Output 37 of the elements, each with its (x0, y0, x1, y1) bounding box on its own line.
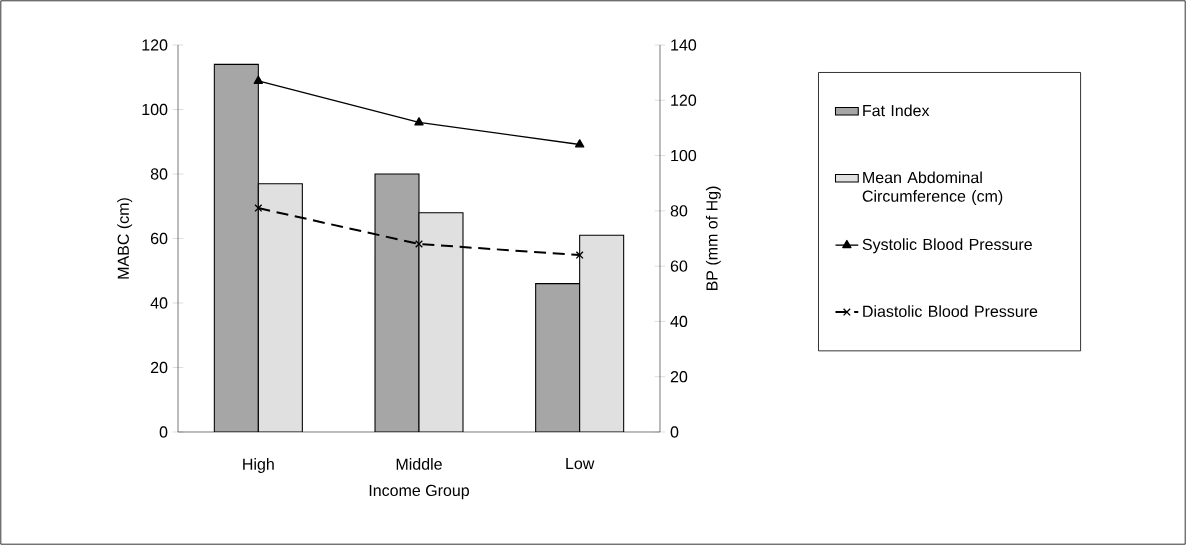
point (253, 75, 264, 84)
bar (535, 283, 581, 432)
bar (418, 212, 464, 432)
bar (579, 234, 625, 432)
y2-tick-label: 100 (671, 149, 697, 162)
y2-tick-label: 120 (671, 94, 697, 106)
x-tick-label: Low (566, 458, 595, 470)
y-tick-label: 0 (159, 426, 168, 438)
bar (213, 63, 259, 432)
y-tick-label: 100 (142, 103, 168, 116)
y-tick-label: 60 (150, 232, 168, 245)
y2-tick-label: 20 (670, 371, 688, 383)
y-tick-label: 40 (150, 297, 168, 309)
y2-tick-label: 140 (671, 39, 697, 51)
point (414, 117, 424, 126)
legend-label: Diastolic Blood Pressure (863, 305, 1038, 317)
point (575, 251, 584, 260)
y2-tick-label: 60 (670, 260, 688, 272)
legend-label: Systolic Blood Pressure (862, 238, 1032, 254)
point (415, 240, 423, 248)
bar (374, 173, 420, 432)
x-tick-label: Middle (396, 458, 442, 470)
y2-tick-label: 0 (670, 426, 679, 438)
bar (257, 183, 303, 432)
point (254, 204, 263, 213)
y2-tick-label: 40 (670, 315, 688, 328)
point (574, 139, 585, 148)
y-axis-title: MABC (cm) (117, 198, 133, 279)
y2-tick-label: 80 (670, 205, 688, 217)
x-axis-title: Income Group (369, 484, 469, 500)
y2-axis-title: BP (mm of Hg) (705, 186, 721, 291)
y-tick-label: 120 (142, 39, 168, 51)
x-tick-label: High (243, 458, 274, 473)
y-tick-label: 80 (150, 168, 168, 180)
y-tick-label: 20 (150, 361, 168, 374)
legend-label: Fat Index (863, 104, 930, 117)
legend-label: Mean Abdominal Circumference (cm) (862, 171, 1003, 205)
